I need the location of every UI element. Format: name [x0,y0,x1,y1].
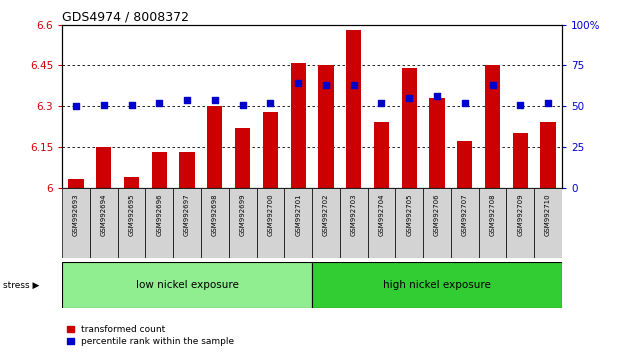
Bar [485,65,500,188]
Bar [68,179,84,188]
Bar [235,128,250,188]
Point [321,82,331,88]
Bar [429,98,445,188]
Bar [124,177,139,188]
Point [210,97,220,103]
Bar [179,152,195,188]
Text: GSM992703: GSM992703 [351,193,356,236]
Text: GSM992698: GSM992698 [212,193,218,236]
Bar [340,188,368,258]
Text: GSM992702: GSM992702 [323,193,329,236]
Bar [256,188,284,258]
Point [238,102,248,107]
Text: GSM992699: GSM992699 [240,193,246,236]
Bar [284,188,312,258]
Point [71,103,81,109]
Point [99,102,109,107]
Point [182,97,192,103]
Text: GSM992695: GSM992695 [129,193,135,236]
Text: GSM992693: GSM992693 [73,193,79,236]
Point [349,82,359,88]
Bar [479,188,507,258]
Bar [291,63,306,188]
Bar [312,262,562,308]
Bar [207,106,222,188]
Bar [117,188,145,258]
Text: GSM992709: GSM992709 [517,193,524,236]
Point [543,100,553,106]
Text: GSM992694: GSM992694 [101,193,107,236]
Point [293,81,303,86]
Text: GSM992705: GSM992705 [406,193,412,236]
Bar [402,68,417,188]
Bar [374,122,389,188]
Text: stress ▶: stress ▶ [3,280,40,290]
Bar [145,188,173,258]
Point [155,100,165,106]
Bar [90,188,117,258]
Bar [229,188,256,258]
Text: GSM992701: GSM992701 [295,193,301,236]
Text: GSM992708: GSM992708 [489,193,496,236]
Point [515,102,525,107]
Point [127,102,137,107]
Text: GDS4974 / 8008372: GDS4974 / 8008372 [62,11,189,24]
Bar [201,188,229,258]
Text: GSM992706: GSM992706 [434,193,440,236]
Text: GSM992697: GSM992697 [184,193,190,236]
Bar [423,188,451,258]
Point [404,95,414,101]
Bar [513,133,528,188]
Point [376,100,386,106]
Point [487,82,497,88]
Point [432,93,442,99]
Bar [152,152,167,188]
Bar [319,65,333,188]
Bar [263,112,278,188]
Text: GSM992704: GSM992704 [378,193,384,236]
Bar [173,188,201,258]
Bar [312,188,340,258]
Bar [534,188,562,258]
Text: GSM992700: GSM992700 [268,193,273,236]
Bar [507,188,534,258]
Bar [346,30,361,188]
Point [265,100,275,106]
Bar [368,188,396,258]
Bar [540,122,556,188]
Bar [62,188,90,258]
Text: high nickel exposure: high nickel exposure [383,280,491,290]
Text: GSM992696: GSM992696 [156,193,162,236]
Bar [457,142,473,188]
Bar [96,147,111,188]
Bar [62,262,312,308]
Text: low nickel exposure: low nickel exposure [135,280,238,290]
Text: GSM992707: GSM992707 [462,193,468,236]
Legend: transformed count, percentile rank within the sample: transformed count, percentile rank withi… [66,325,234,346]
Bar [396,188,423,258]
Point [460,100,469,106]
Text: GSM992710: GSM992710 [545,193,551,236]
Bar [451,188,479,258]
